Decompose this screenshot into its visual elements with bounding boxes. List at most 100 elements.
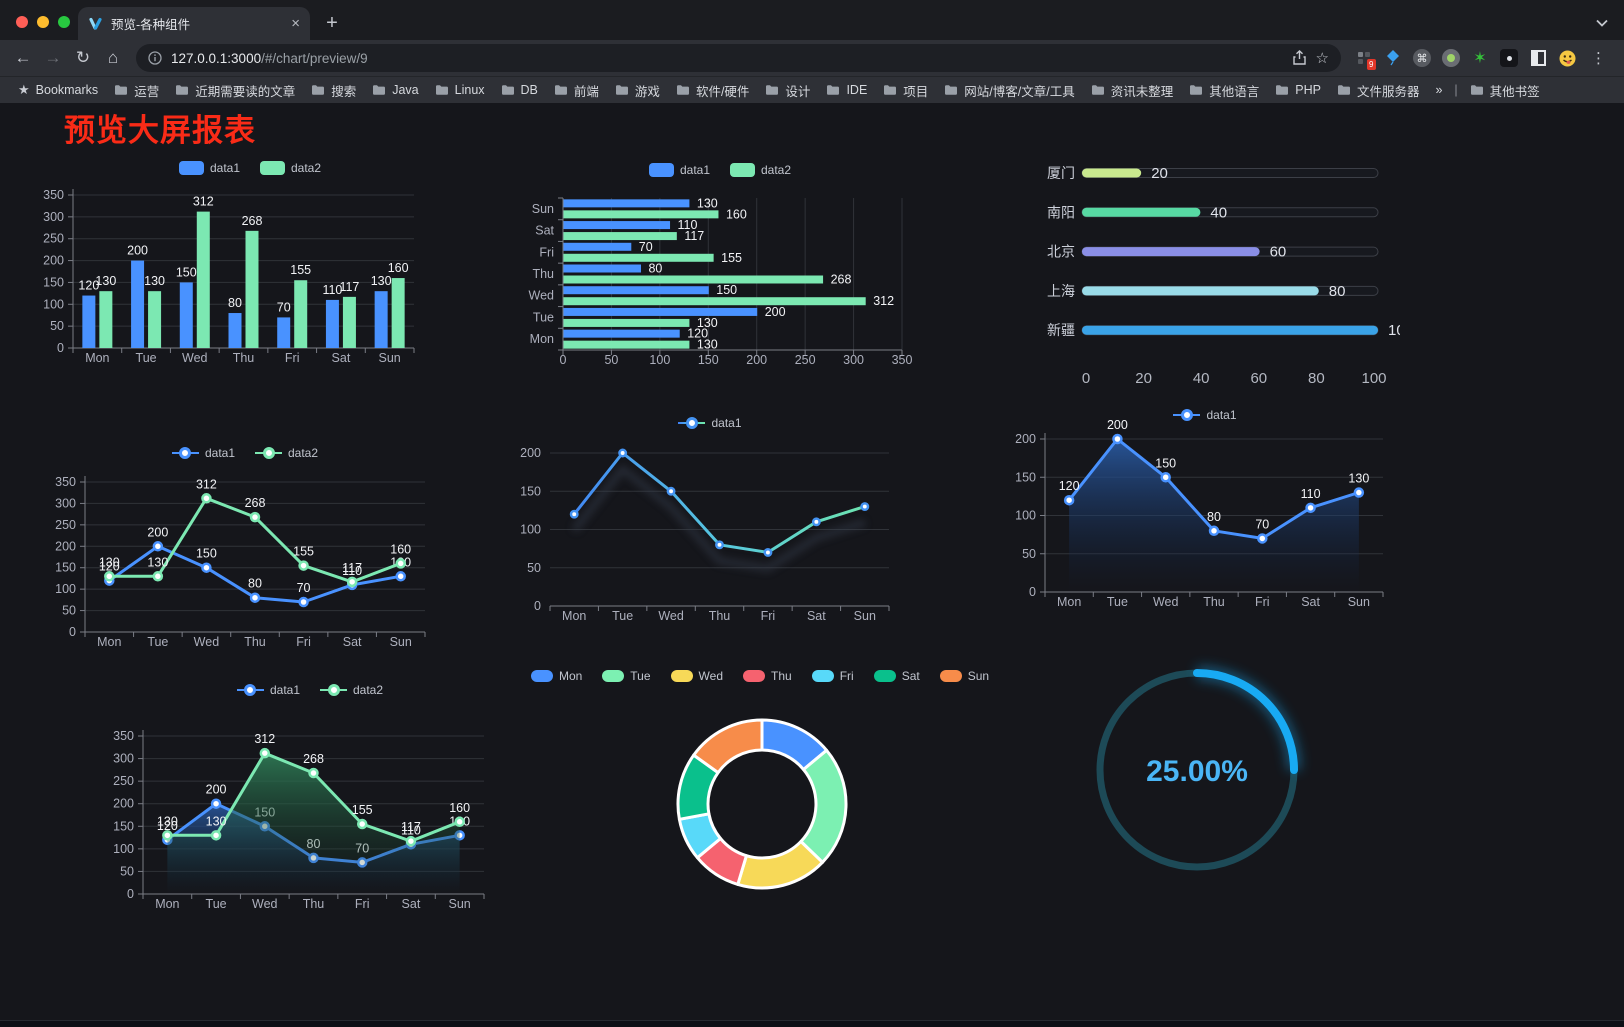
legend-item-data2[interactable]: data2: [260, 161, 321, 175]
bar-data1-Tue[interactable]: [563, 307, 758, 316]
bar-data1-Sat[interactable]: [325, 299, 339, 348]
bar-data1-Mon[interactable]: [82, 295, 96, 348]
tab-search-chevron-icon[interactable]: [1596, 14, 1608, 32]
minimize-window-button[interactable]: [37, 16, 49, 28]
bar-data2-Sun[interactable]: [391, 278, 405, 348]
bar-data1-Tue[interactable]: [131, 260, 145, 348]
reload-button[interactable]: ↻: [75, 48, 91, 67]
legend-item-data1[interactable]: data1: [178, 161, 240, 175]
bookmark-folder[interactable]: Java: [364, 80, 426, 100]
bar-data2-Thu[interactable]: [563, 275, 824, 284]
bookmark-folder[interactable]: PHP: [1267, 80, 1329, 100]
tab-close-icon[interactable]: ×: [291, 15, 300, 32]
legend-item-Wed[interactable]: Wed: [670, 669, 723, 683]
legend-item-data1[interactable]: data1: [1173, 408, 1237, 422]
browser-tab[interactable]: 预览-各种组件 ×: [78, 7, 310, 40]
bar-data1-Wed[interactable]: [563, 286, 709, 295]
back-button[interactable]: ←: [14, 48, 32, 67]
bar-data2-Fri[interactable]: [563, 253, 714, 262]
legend-item-Sat[interactable]: Sat: [873, 669, 920, 683]
data-point-data1-Sat[interactable]: [811, 517, 821, 527]
bar-data1-Sun[interactable]: [374, 291, 388, 348]
menu-kebab-icon[interactable]: ⋮: [1591, 50, 1606, 67]
progress-fill-北京[interactable]: [1082, 247, 1260, 257]
close-window-button[interactable]: [16, 16, 28, 28]
data-point-data1-Mon[interactable]: [569, 509, 579, 519]
legend-item-data1[interactable]: data1: [678, 416, 742, 430]
legend-item-Fri[interactable]: Fri: [811, 669, 854, 683]
bookmarks-overflow-button[interactable]: »: [1427, 80, 1450, 100]
bar-data2-Mon[interactable]: [563, 340, 690, 349]
emoji-extension-icon[interactable]: [1558, 49, 1576, 67]
legend-item-Tue[interactable]: Tue: [602, 669, 651, 683]
legend-item-Sun[interactable]: Sun: [939, 669, 989, 683]
bookmarks-root[interactable]: ★ Bookmarks: [10, 79, 106, 101]
bookmark-folder[interactable]: 搜索: [303, 78, 364, 103]
share-icon[interactable]: [1292, 50, 1307, 66]
data-point-data1-Wed[interactable]: [1160, 472, 1171, 483]
bar-data2-Wed[interactable]: [563, 297, 866, 306]
data-point-data1-Wed[interactable]: [666, 486, 676, 496]
data-point-data1-Tue[interactable]: [618, 448, 628, 458]
bookmark-folder[interactable]: IDE: [818, 80, 875, 100]
bookmark-folder[interactable]: Linux: [427, 80, 493, 100]
new-tab-button[interactable]: +: [326, 11, 338, 34]
data-point-data1-Sat[interactable]: [1305, 502, 1316, 514]
data-point-data1-Wed[interactable]: [201, 562, 212, 573]
data-point-data1-Tue[interactable]: [210, 798, 222, 809]
legend-item-data1[interactable]: data1: [171, 446, 235, 460]
site-info-icon[interactable]: [148, 51, 162, 65]
data-point-data1-Tue[interactable]: [152, 541, 164, 552]
bar-data2-Sat[interactable]: [563, 232, 677, 241]
bar-data1-Fri[interactable]: [277, 317, 291, 348]
legend-item-data1[interactable]: data1: [236, 683, 300, 697]
bar-data2-Sun[interactable]: [563, 210, 719, 219]
data-point-data2-Wed[interactable]: [201, 493, 212, 504]
bar-data2-Mon[interactable]: [99, 291, 113, 348]
pin-extension-icon[interactable]: [1500, 49, 1518, 67]
bookmark-folder[interactable]: 软件/硬件: [668, 78, 757, 103]
data-point-data1-Sun[interactable]: [860, 502, 870, 512]
kite-extension-icon[interactable]: [1384, 49, 1402, 67]
data-point-data1-Thu[interactable]: [249, 592, 261, 603]
data-point-data2-Tue[interactable]: [152, 571, 164, 582]
progress-fill-上海[interactable]: [1082, 286, 1319, 296]
data-point-data2-Thu[interactable]: [249, 511, 261, 523]
data-point-data2-Mon[interactable]: [162, 830, 173, 841]
bar-data1-Sat[interactable]: [563, 221, 671, 230]
bar-data2-Fri[interactable]: [294, 280, 308, 348]
legend-item-data1[interactable]: data1: [648, 163, 710, 177]
home-button[interactable]: ⌂: [107, 48, 119, 67]
bar-data2-Thu[interactable]: [245, 230, 259, 348]
progress-fill-新疆[interactable]: [1082, 325, 1378, 335]
data-point-data1-Thu[interactable]: [715, 540, 724, 550]
legend-item-data2[interactable]: data2: [730, 163, 791, 177]
data-point-data1-Fri[interactable]: [298, 596, 309, 608]
data-point-data1-Fri[interactable]: [1257, 533, 1268, 544]
bookmark-folder[interactable]: 游戏: [607, 78, 668, 103]
status-dot-extension-icon[interactable]: [1442, 49, 1460, 67]
bookmark-folder[interactable]: 近期需要读的文章: [167, 78, 303, 103]
data-point-data2-Fri[interactable]: [356, 818, 368, 830]
data-point-data1-Tue[interactable]: [1112, 433, 1123, 445]
data-point-data1-Sun[interactable]: [395, 571, 406, 582]
data-point-data1-Fri[interactable]: [763, 548, 773, 557]
pie-segment-Tue[interactable]: [799, 748, 848, 864]
green-star-extension-icon[interactable]: ✶: [1473, 50, 1487, 67]
pie-segment-Sun[interactable]: [692, 718, 764, 775]
legend-item-Thu[interactable]: Thu: [743, 669, 792, 683]
data-point-data2-Fri[interactable]: [298, 560, 309, 571]
bar-data2-Tue[interactable]: [563, 318, 690, 327]
bookmark-star-icon[interactable]: ☆: [1315, 50, 1329, 67]
legend-item-data2[interactable]: data2: [320, 683, 383, 697]
other-bookmarks-folder[interactable]: 其他书签: [1462, 78, 1548, 103]
bar-data1-Thu[interactable]: [563, 264, 641, 273]
bar-data1-Fri[interactable]: [563, 242, 632, 251]
bar-data1-Thu[interactable]: [228, 313, 242, 348]
bookmark-folder[interactable]: 运营: [106, 78, 167, 103]
progress-fill-南阳[interactable]: [1082, 207, 1201, 217]
bookmark-folder[interactable]: 项目: [875, 78, 936, 103]
data-point-data2-Sat[interactable]: [346, 576, 358, 588]
bar-data1-Wed[interactable]: [179, 282, 193, 348]
legend-item-data2[interactable]: data2: [255, 446, 318, 460]
